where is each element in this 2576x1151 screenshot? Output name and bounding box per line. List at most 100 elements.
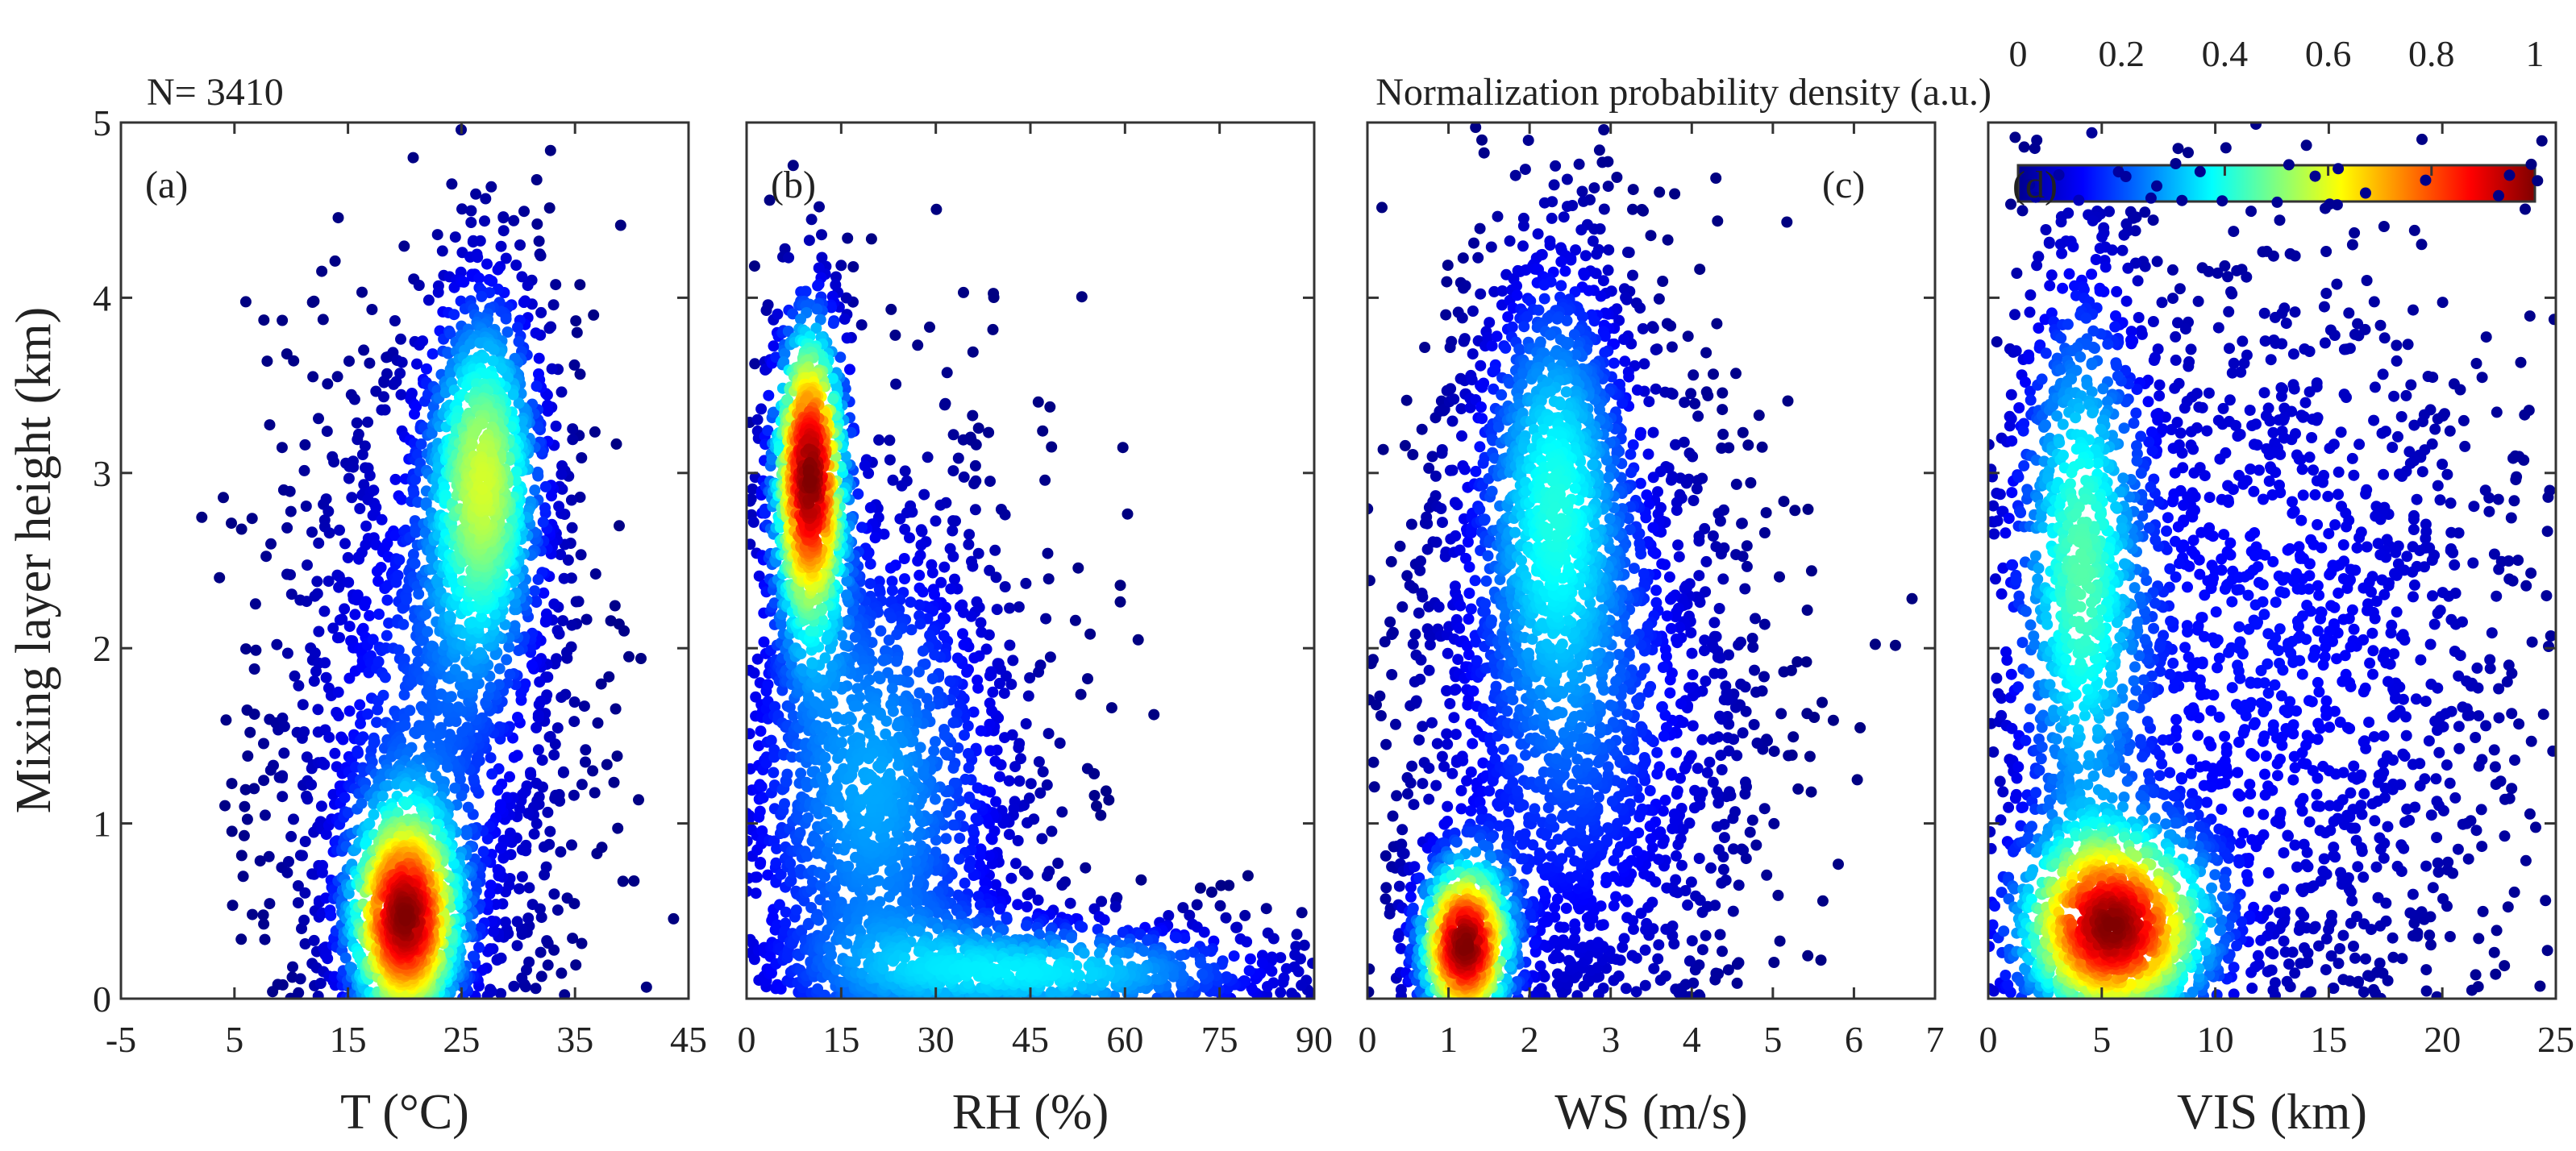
data-point	[322, 378, 334, 390]
data-point	[456, 203, 468, 215]
data-point	[354, 699, 366, 711]
data-point	[444, 611, 456, 623]
data-point	[913, 599, 926, 611]
data-point	[1280, 962, 1292, 974]
data-point	[442, 761, 453, 773]
data-point	[926, 673, 938, 685]
data-point	[988, 292, 1000, 303]
y-tick-label: 4	[93, 277, 111, 318]
data-point	[990, 796, 1002, 808]
data-point	[220, 714, 232, 726]
data-point	[1054, 738, 1066, 749]
data-point	[1241, 936, 1253, 948]
data-point	[485, 681, 497, 693]
data-point	[816, 229, 827, 241]
data-point	[535, 946, 547, 958]
data-point	[954, 600, 966, 613]
data-point	[633, 794, 644, 806]
data-point	[1020, 920, 1032, 932]
data-point	[375, 562, 387, 573]
data-point	[301, 751, 313, 763]
data-point	[751, 413, 764, 426]
data-point	[432, 286, 444, 298]
data-point	[420, 608, 432, 620]
data-point	[313, 537, 325, 549]
data-point	[887, 674, 899, 686]
data-point	[775, 983, 787, 995]
data-point	[1009, 761, 1022, 773]
data-point	[779, 798, 790, 810]
data-point	[1174, 949, 1186, 962]
data-point	[258, 314, 270, 326]
data-point	[427, 552, 438, 564]
data-point	[913, 687, 926, 699]
y-axis-label: Mixing layer height (km)	[6, 307, 61, 813]
data-point	[261, 355, 273, 368]
data-point	[916, 526, 928, 538]
data-point	[924, 700, 935, 712]
data-point	[976, 626, 988, 638]
data-point	[247, 908, 258, 920]
data-point	[1007, 654, 1019, 667]
data-point	[504, 771, 515, 783]
data-point	[990, 879, 1002, 891]
data-point	[999, 581, 1011, 592]
data-point	[929, 649, 941, 661]
data-point	[1032, 396, 1044, 408]
data-point	[940, 804, 952, 816]
data-point	[915, 539, 927, 551]
data-point	[800, 285, 812, 297]
data-point	[949, 573, 960, 585]
data-point	[293, 679, 305, 692]
data-point	[751, 871, 763, 883]
data-point	[226, 825, 238, 837]
data-point	[930, 834, 942, 846]
data-point	[873, 434, 885, 446]
data-point	[556, 468, 568, 480]
data-point	[1177, 902, 1189, 914]
data-point	[575, 549, 587, 561]
data-point	[962, 720, 974, 732]
data-point	[919, 708, 931, 721]
data-point	[281, 521, 293, 534]
data-point	[592, 717, 604, 729]
data-point	[1260, 903, 1272, 915]
data-point	[522, 280, 534, 292]
data-point	[1220, 912, 1232, 924]
data-point	[1267, 933, 1280, 945]
y-tick-label: 0	[93, 979, 111, 1020]
data-point	[409, 558, 421, 570]
data-point	[1230, 921, 1242, 933]
data-point	[580, 756, 591, 768]
data-point	[263, 850, 275, 862]
data-point	[522, 808, 535, 819]
data-point	[974, 844, 985, 856]
data-point	[285, 588, 298, 600]
data-point	[342, 807, 354, 819]
data-point	[424, 761, 436, 773]
data-point	[537, 516, 549, 528]
data-point	[891, 629, 903, 641]
data-point	[531, 777, 543, 789]
data-point	[492, 864, 504, 875]
data-point	[499, 619, 511, 631]
data-point	[786, 751, 798, 763]
data-point	[467, 950, 479, 962]
data-point	[532, 744, 544, 756]
data-point	[485, 752, 497, 764]
data-point	[989, 544, 1001, 556]
data-point	[1278, 972, 1290, 984]
data-point	[992, 658, 1004, 670]
data-point	[1105, 702, 1117, 714]
data-point	[1296, 979, 1308, 991]
data-point	[538, 587, 550, 599]
data-point	[323, 527, 335, 539]
data-point	[574, 491, 586, 503]
data-point	[930, 846, 942, 858]
data-point	[449, 663, 461, 675]
data-point	[327, 622, 339, 634]
data-point	[508, 214, 520, 226]
data-point	[813, 262, 825, 274]
data-point	[1114, 596, 1126, 608]
data-point	[285, 505, 297, 517]
